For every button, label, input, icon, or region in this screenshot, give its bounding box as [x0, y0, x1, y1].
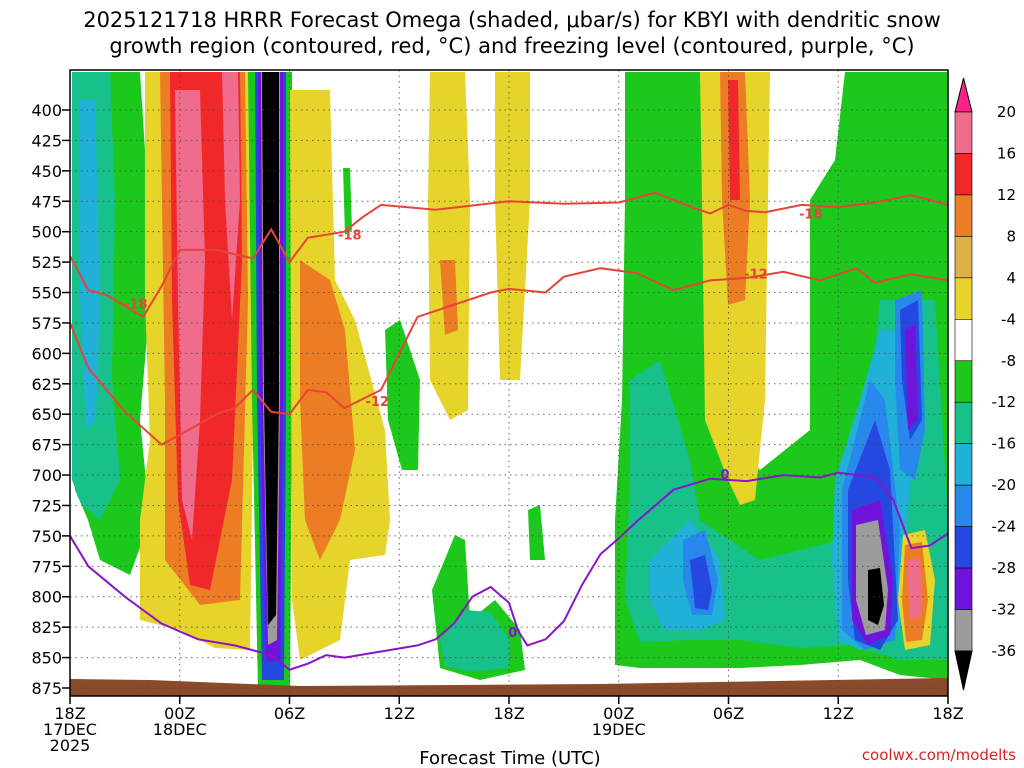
omega-region-pink-16z-right	[907, 558, 922, 620]
x-tick-label: 12Z	[823, 704, 854, 723]
colorbar-swatch	[954, 567, 973, 610]
colorbar-tick-label: 16	[997, 144, 1016, 162]
y-tick-label: 500	[31, 223, 62, 242]
colorbar-top-arrow	[954, 77, 973, 113]
y-tick-label: 800	[31, 588, 62, 607]
colorbar-tick-label: -12	[992, 393, 1017, 411]
x-tick-label: 2025	[50, 736, 91, 755]
omega-region-yellow-12z	[428, 72, 470, 420]
y-tick-label: 475	[31, 192, 62, 211]
y-axis: 400 425 450 475 500 525 550 575 600 625 650 675 700 7…	[31, 101, 70, 698]
y-tick-label: 600	[31, 344, 62, 363]
x-tick-label: 06Z	[713, 704, 744, 723]
y-tick-label: 875	[31, 679, 62, 698]
omega-region-orange-12z	[440, 260, 458, 335]
omega-region-green-09z	[343, 168, 352, 235]
x-tick-label: 18DEC	[153, 720, 207, 739]
y-tick-label: 425	[31, 131, 62, 150]
colorbar-tick-label: -28	[992, 559, 1017, 577]
colorbar-bottom-arrow	[954, 650, 973, 691]
x-tick-label: 17DEC	[43, 720, 97, 739]
omega-region-orange-07z	[300, 260, 355, 560]
colorbar-tick-label: -4	[1001, 310, 1016, 328]
colorbar-tick-label: 8	[1006, 227, 1016, 245]
y-tick-label: 675	[31, 436, 62, 455]
y-tick-label: 400	[31, 101, 62, 120]
x-tick-label: 06Z	[274, 704, 305, 723]
x-tick-label: 18Z	[932, 704, 963, 723]
x-tick-label: 18Z	[54, 704, 85, 723]
contour-line	[70, 191, 948, 319]
x-axis-label: Forecast Time (UTC)	[419, 748, 600, 768]
colorbar-swatch	[954, 194, 973, 237]
contour-line	[70, 267, 948, 446]
y-tick-label: 625	[31, 375, 62, 394]
omega-region-cyan-left	[80, 100, 100, 430]
colorbar-tick-label: 4	[1006, 269, 1016, 287]
colorbar-swatch	[954, 526, 973, 569]
y-tick-label: 650	[31, 405, 62, 424]
y-tick-label: 575	[31, 314, 62, 333]
y-tick-label: 850	[31, 649, 62, 668]
x-tick-label: 00Z	[164, 704, 195, 723]
omega-region-green-14z	[385, 320, 420, 470]
omega-region-black-right	[868, 568, 884, 625]
colorbar-swatch	[954, 153, 973, 196]
y-tick-label: 550	[31, 284, 62, 303]
omega-region-black-05z	[262, 72, 279, 625]
colorbar-tick-label: -36	[992, 642, 1017, 660]
colorbar: 20 16 12 8 4 -4 -8 -12 -16 -20 -24 -28 -32 -36	[954, 77, 1017, 691]
y-tick-label: 775	[31, 557, 62, 576]
contour-label: -18	[799, 208, 823, 223]
colorbar-swatch	[954, 609, 973, 652]
omega-shading	[70, 72, 948, 696]
colorbar-swatch	[954, 319, 973, 362]
colorbar-swatch	[954, 443, 973, 486]
colorbar-swatch	[954, 111, 973, 154]
y-tick-label: 750	[31, 527, 62, 546]
colorbar-tick-label: -16	[992, 435, 1017, 453]
contour-lines: -18 -18 -18 -12 -12 0 0	[70, 191, 948, 671]
omega-region-red-06z-right	[728, 80, 740, 200]
y-tick-label: 700	[31, 466, 62, 485]
contour-label: -18	[338, 228, 362, 243]
y-tick-label: 725	[31, 496, 62, 515]
y-tick-label: 825	[31, 618, 62, 637]
y-tick-label: 525	[31, 253, 62, 272]
contour-label: -12	[744, 267, 768, 282]
chart-title-line2: growth region (contoured, red, °C) and f…	[109, 34, 914, 58]
x-tick-label: 00Z	[603, 704, 634, 723]
omega-region-pink-00z	[175, 90, 205, 540]
contour-label: -18	[124, 298, 148, 313]
contour-label: -12	[366, 395, 390, 410]
omega-region-teal-17z	[440, 610, 510, 672]
contour-label: 0	[508, 626, 517, 641]
colorbar-tick-label: 12	[997, 186, 1016, 204]
colorbar-swatch	[954, 360, 973, 403]
colorbar-tick-label: -8	[1001, 352, 1016, 370]
colorbar-swatch	[954, 484, 973, 527]
x-tick-label: 18Z	[493, 704, 524, 723]
colorbar-swatch	[954, 236, 973, 279]
colorbar-tick-label: 20	[997, 103, 1016, 121]
colorbar-tick-label: -24	[992, 518, 1017, 536]
chart-title-line1: 2025121718 HRRR Forecast Omega (shaded, …	[83, 8, 941, 32]
x-tick-label: 19DEC	[592, 720, 646, 739]
y-tick-label: 450	[31, 162, 62, 181]
colorbar-tick-label: -20	[992, 476, 1017, 494]
contour-line	[70, 471, 948, 671]
colorbar-swatch	[954, 401, 973, 444]
gridlines	[69, 70, 949, 696]
omega-region-pink-00z-b	[222, 72, 240, 320]
x-tick-label: 12Z	[384, 704, 415, 723]
colorbar-swatch	[954, 277, 973, 320]
colorbar-tick-label: -32	[992, 601, 1017, 619]
omega-region-green-20z	[528, 505, 545, 560]
omega-region-yellow-18z	[495, 72, 530, 380]
credit-link[interactable]: coolwx.com/modelts	[862, 746, 1016, 764]
contour-label: 0	[720, 468, 729, 483]
